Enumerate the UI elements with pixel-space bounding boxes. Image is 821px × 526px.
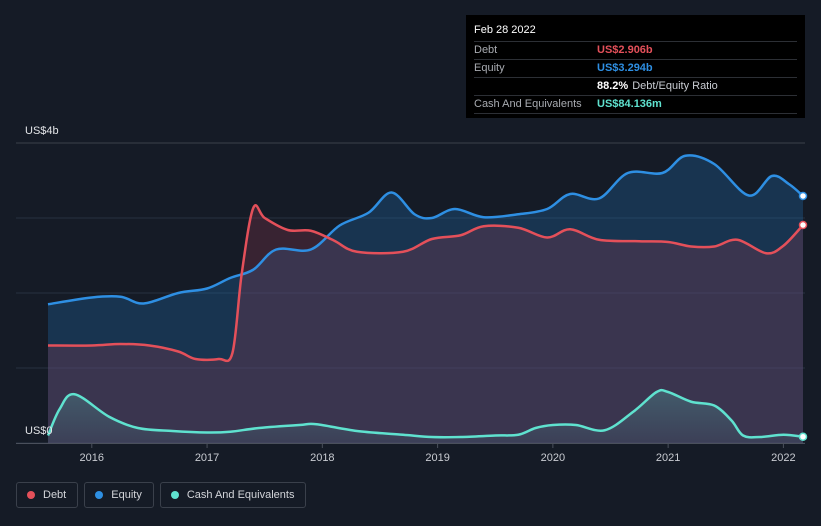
y-tick-label-max: US$4b xyxy=(25,125,59,137)
equity-end-point xyxy=(798,191,808,201)
legend-item-equity[interactable]: Equity xyxy=(84,482,154,508)
x-tick-label: 2020 xyxy=(541,452,565,464)
tooltip-row-cash: Cash And Equivalents US$84.136m xyxy=(474,95,797,114)
legend-equity-label: Equity xyxy=(111,489,142,501)
equity-line xyxy=(47,154,804,306)
cash-and-equivalents-area xyxy=(48,390,803,443)
chart-legend: Debt Equity Cash And Equivalents xyxy=(16,482,307,508)
x-tick-label: 2019 xyxy=(425,452,449,464)
tooltip-cash-value: US$84.136m xyxy=(597,98,662,110)
legend-item-cash[interactable]: Cash And Equivalents xyxy=(159,482,307,508)
debt-end-point xyxy=(798,220,808,230)
tooltip-row-ratio: 88.2% Debt/Equity Ratio xyxy=(474,77,797,95)
tooltip-row-debt: Debt US$2.906b xyxy=(474,41,797,59)
legend-cash-label: Cash And Equivalents xyxy=(186,489,295,501)
legend-debt-dot-icon xyxy=(27,491,35,499)
tooltip-cash-label: Cash And Equivalents xyxy=(474,98,582,110)
y-tick-label-min: US$0 xyxy=(25,425,53,437)
series-areas xyxy=(48,155,803,443)
legend-equity-dot-icon xyxy=(95,491,104,499)
equity-area xyxy=(48,155,803,443)
end-markers xyxy=(798,191,808,441)
x-tick-label: 2016 xyxy=(80,452,104,464)
legend-debt-label: Debt xyxy=(43,489,67,501)
tooltip-ratio-spacer xyxy=(474,78,597,95)
legend-item-debt[interactable]: Debt xyxy=(16,482,79,508)
debt-area xyxy=(48,205,803,443)
series-lines xyxy=(46,154,804,439)
x-axis: 2016 2017 2018 2019 2020 2021 2022 xyxy=(80,443,796,464)
tooltip-debt-label: Debt xyxy=(474,44,498,56)
legend-cash-dot-icon xyxy=(170,491,179,499)
x-tick-label: 2021 xyxy=(656,452,680,464)
debt-line xyxy=(47,204,804,363)
tooltip-ratio-value: 88.2% xyxy=(597,80,629,92)
tooltip-panel: Feb 28 2022 Debt US$2.906b Equity US$3.2… xyxy=(466,15,805,118)
x-tick-label: 2022 xyxy=(771,452,795,464)
tooltip-row-equity: Equity US$3.294b xyxy=(474,59,797,77)
cash-and-equivalents-end-point xyxy=(798,432,808,441)
x-tick-label: 2018 xyxy=(310,452,334,464)
tooltip-equity-label: Equity xyxy=(474,62,505,74)
cash-and-equivalents-line xyxy=(46,388,804,439)
tooltip-ratio-label: Debt/Equity Ratio xyxy=(632,80,718,92)
tooltip-date: Feb 28 2022 xyxy=(474,24,536,36)
tooltip-equity-value: US$3.294b xyxy=(597,62,653,74)
x-tick-label: 2017 xyxy=(195,452,219,464)
tooltip-debt-value: US$2.906b xyxy=(597,44,653,56)
